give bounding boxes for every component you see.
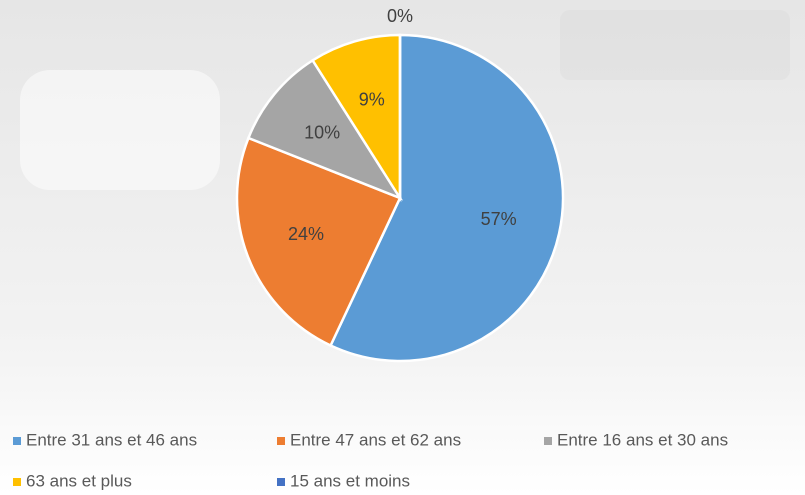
data-label: 10% [304, 122, 340, 142]
background-shape [20, 70, 220, 190]
legend-swatch [277, 437, 285, 445]
background-shape [560, 10, 790, 80]
legend-swatch [277, 478, 285, 486]
legend-label: 15 ans et moins [290, 471, 410, 490]
data-label: 57% [481, 209, 517, 229]
chart: 57% 24% 10% 9% 0% Entre 31 ans et 46 ans Entr… [0, 0, 805, 495]
legend-label: Entre 16 ans et 30 ans [557, 430, 728, 449]
legend-label: Entre 31 ans et 46 ans [26, 430, 197, 449]
data-label: 9% [359, 90, 385, 110]
legend-swatch [13, 478, 21, 486]
data-label: 0% [387, 6, 413, 26]
data-label: 24% [288, 224, 324, 244]
legend-swatch [544, 437, 552, 445]
legend-swatch [13, 437, 21, 445]
legend-label: Entre 47 ans et 62 ans [290, 430, 461, 449]
legend-label: 63 ans et plus [26, 471, 132, 490]
